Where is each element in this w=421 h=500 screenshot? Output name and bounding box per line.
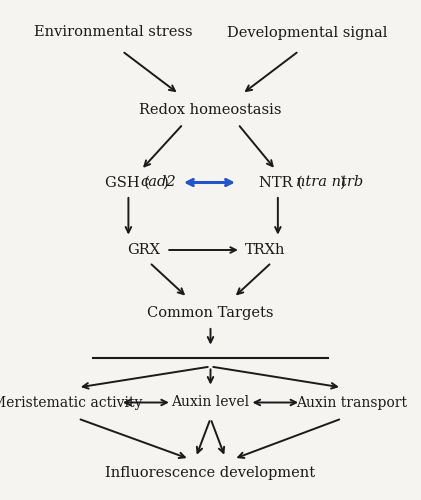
Text: Environmental stress: Environmental stress [35,26,193,40]
Text: Meristematic activity: Meristematic activity [0,396,143,409]
Text: Influorescence development: Influorescence development [105,466,316,479]
Text: ): ) [340,176,346,190]
Text: ): ) [163,176,169,190]
Text: TRXh: TRXh [245,243,285,257]
Text: cad2: cad2 [140,176,176,190]
Text: Auxin level: Auxin level [171,396,250,409]
Text: NTR (: NTR ( [259,176,303,190]
Text: GSH (: GSH ( [105,176,150,190]
Text: Auxin transport: Auxin transport [296,396,407,409]
Text: Redox homeostasis: Redox homeostasis [139,103,282,117]
Text: Common Targets: Common Targets [147,306,274,320]
Text: ntra ntrb: ntra ntrb [296,176,363,190]
Text: Developmental signal: Developmental signal [227,26,387,40]
Text: GRX: GRX [127,243,160,257]
